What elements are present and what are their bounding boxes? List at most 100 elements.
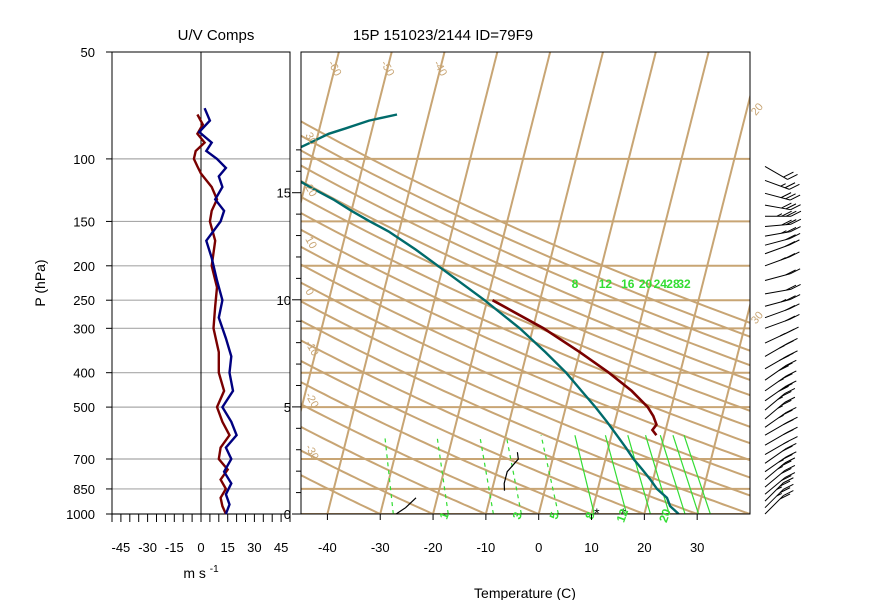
- mixing-ratio-label: 28: [666, 277, 680, 291]
- wind-barb-half-flag: [776, 486, 782, 490]
- wind-barb: [764, 359, 797, 381]
- wind-barb: [764, 326, 799, 344]
- mixing-ratio-bottom-label: 20: [656, 507, 674, 525]
- mixing-ratio-label: 20: [639, 277, 653, 291]
- wind-barb-flag: [784, 241, 796, 247]
- mixing-ratio-line: [659, 435, 686, 514]
- wind-barb: [764, 406, 797, 428]
- wind-barb: [764, 283, 801, 295]
- dry-adiabat-line: [301, 228, 750, 428]
- wind-barb-flag: [789, 183, 800, 190]
- wind-barb-flag: [784, 464, 796, 471]
- mixing-ratio-label: 8: [572, 277, 579, 291]
- mixing-ratio-line: [683, 435, 711, 514]
- sounding-profiles: * *: [301, 113, 680, 521]
- height-tick-label: 0: [284, 507, 291, 522]
- wind-barb-flag: [782, 454, 793, 460]
- wind-barb-flag: [789, 194, 801, 201]
- temperature-axis-label: Temperature (C): [474, 585, 576, 600]
- v-component-line: [197, 107, 238, 515]
- isotherm-lines: [0, 52, 750, 514]
- adiabat-label: 10: [302, 235, 319, 252]
- wind-barb-flag: [781, 391, 792, 397]
- dry-adiabat-line: [301, 245, 750, 445]
- wind-barb: [764, 337, 798, 357]
- wind-barb-half-flag: [778, 378, 784, 382]
- wind-barb-staff: [764, 165, 788, 180]
- u-component-line: [192, 113, 231, 515]
- mixing-ratio-label: 16: [621, 277, 635, 291]
- wind-barb-half-flag: [776, 492, 782, 497]
- right-edge-isotherm-label: 20: [749, 101, 766, 118]
- wind-barb-flag: [789, 268, 801, 275]
- pressure-tick-label: 500: [73, 400, 95, 415]
- isotherm-line: [301, 52, 340, 206]
- wind-barb-flag: [779, 355, 790, 361]
- pressure-tick-label: 250: [73, 293, 95, 308]
- wind-barb-flag: [785, 226, 797, 233]
- wind-barb-flag: [779, 480, 791, 487]
- wind-barb: [765, 210, 802, 217]
- wind-barb-flag: [782, 383, 793, 390]
- wind-barb-flag: [790, 218, 802, 225]
- pressure-tick-label: 50: [81, 45, 95, 60]
- isotherm-line: [696, 301, 750, 514]
- mixing-ratio-line: [479, 435, 494, 514]
- wind-barb-half-flag: [779, 333, 786, 337]
- wind-barb-half-flag: [781, 230, 787, 234]
- dry-adiabat-line: [301, 164, 750, 367]
- mixing-ratio-line: [505, 435, 522, 514]
- skewt-background-lines: * *: [0, 52, 750, 521]
- temperature-tick-label: 30: [690, 540, 704, 555]
- wind-barb: [764, 396, 796, 420]
- wind-barb-flag: [785, 193, 796, 200]
- uv-x-axis-label: m s -1: [183, 564, 219, 581]
- wind-barb-flag: [789, 313, 800, 320]
- isotherm-label: -40: [431, 59, 449, 79]
- wind-barb-flag: [789, 251, 800, 258]
- wind-barb-flag: [784, 457, 796, 464]
- mixing-ratio-bottom-label: 3: [510, 510, 526, 521]
- wind-barb: [764, 436, 798, 455]
- wind-barb-flag: [783, 490, 794, 497]
- isotherm-line: [537, 52, 657, 514]
- wind-barb-half-flag: [780, 183, 786, 187]
- right-edge-isotherm-label: 30: [749, 309, 766, 326]
- mixing-ratio-bottom-label: 8: [582, 510, 598, 521]
- dry-adiabat-line: [301, 425, 489, 514]
- wind-barb: [764, 387, 796, 411]
- wind-barb-half-flag: [776, 213, 783, 217]
- isotherm-line: [0, 52, 22, 514]
- uv-x-tick-labels: -45 -30 -15 0 15 30 45: [111, 514, 291, 555]
- wind-barb-flag: [781, 399, 792, 406]
- skewt-plot-frame: [300, 51, 751, 515]
- wind-barb-half-flag: [780, 299, 787, 303]
- dry-adiabat-line: [301, 300, 750, 497]
- wind-barb: [764, 294, 801, 307]
- wind-barb-flag: [779, 487, 791, 494]
- mixing-ratio-bottom-label: 1: [437, 510, 453, 521]
- surface-marker: *: [620, 505, 626, 521]
- wind-barb: [764, 239, 800, 255]
- temperature-tick-label: 10: [584, 540, 598, 555]
- pressure-tick-labels: 50 100 150 200 250 300 400 500 700 850 1000: [66, 45, 112, 522]
- wind-barb-flag: [781, 210, 792, 217]
- wind-barb-flag: [780, 192, 792, 199]
- wind-barb-half-flag: [778, 459, 784, 463]
- wind-barb-flag: [789, 294, 801, 300]
- wind-barb-half-flag: [777, 465, 783, 470]
- wind-barb-flag: [784, 304, 796, 311]
- wind-barb: [764, 483, 794, 509]
- wind-barb-flag: [786, 451, 797, 458]
- dry-adiabat-line: [301, 449, 436, 514]
- dry-adiabat-line: [301, 263, 750, 462]
- mixing-ratio-bottom-label: 12: [614, 507, 632, 525]
- wind-barb-flag: [784, 387, 796, 394]
- skew-t-panel: 15P 151023/2144 ID=79F9 * * -40-50-602030…: [0, 27, 802, 600]
- isotherm-label: -60: [325, 59, 343, 79]
- wind-barb: [764, 416, 798, 436]
- dry-adiabat-line: [301, 179, 750, 382]
- wind-barbs: [764, 165, 802, 515]
- wind-barb-flag: [787, 173, 798, 180]
